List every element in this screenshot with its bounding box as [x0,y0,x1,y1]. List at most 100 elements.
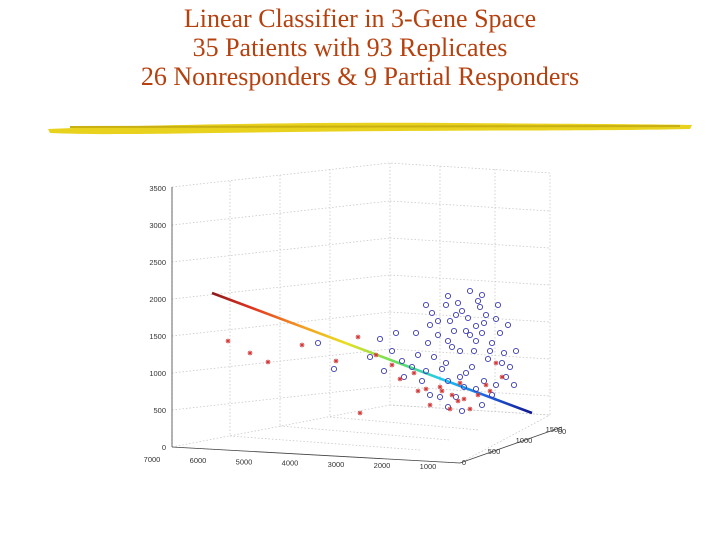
scatter-point-asterisk [457,380,463,386]
title-line-2: 35 Patients with 93 Replicates [192,33,508,62]
scatter-point-asterisk [225,338,231,344]
scatter-3d-plot: 0 500 1000 1500 2000 2500 3000 3500 7000 6000 5000… [144,162,566,471]
scatter-point-circle [488,339,496,347]
z-tick-label: 1500 [149,332,166,341]
scatter-point-circle [422,367,430,375]
z-tick-label: 3000 [149,221,166,230]
scatter-point-circle [464,314,472,322]
scatter-point-asterisk [397,376,403,382]
scatter-point-circle [478,329,486,337]
title-line-1: Linear Classifier in 3-Gene Space [183,4,537,33]
scatter-point-circle [456,373,464,381]
y-tick-label: 1000 [516,436,533,445]
y-tick-label: 0 [462,458,466,467]
scatter-point-asterisk [475,392,481,398]
scatter-point-asterisk [439,388,445,394]
title-underline-brush [48,122,692,135]
scatter-point-circle [392,329,400,337]
scatter-point-circle [472,337,480,345]
scatter-point-circle [454,299,462,307]
scatter-point-circle [412,329,420,337]
scatter-point-asterisk [449,392,455,398]
scatter-point-circle [398,357,406,365]
scatter-point-circle [376,335,384,343]
scatter-point-asterisk [447,406,453,412]
scatter-point-circle [498,359,506,367]
scatter-point-circle [426,321,434,329]
scatter-point-circle [450,327,458,335]
scatter-point-circle [314,339,322,347]
scatter-point-asterisk [355,334,361,340]
scatter-point-asterisk [415,388,421,394]
scatter-point-circle [456,347,464,355]
scatter-point-circle [492,381,500,389]
scatter-point-circle [466,331,474,339]
scatter-point-asterisk [461,396,467,402]
x-tick-label: 1000 [420,462,437,471]
z-tick-label: 3500 [149,184,166,193]
scatter-point-asterisk [487,388,493,394]
scatter-point-circle [466,287,474,295]
scatter-point-circle [458,407,466,415]
scatter-point-circle [484,355,492,363]
scatter-point-circle [492,315,500,323]
scatter-point-circle [510,381,518,389]
scatter-point-circle [330,365,338,373]
x-tick-label: 6000 [190,456,207,465]
scatter-point-asterisk [467,406,473,412]
scatter-point-circle [458,307,466,315]
scatter-point-circle [444,292,452,300]
plot-grid [171,162,551,464]
scatter-point-circle [380,367,388,375]
scatter-point-circle [462,369,470,377]
scatter-point-circle [468,363,476,371]
scatter-point-circle [506,363,514,371]
scatter-point-circle [444,337,452,345]
scatter-point-circle [494,301,502,309]
x-tick-label: 7000 [144,455,161,464]
scatter-point-asterisk [483,382,489,388]
slide-title: Linear Classifier in 3-Gene Space 35 Pat… [0,4,720,91]
scatter-point-circle [426,391,434,399]
scatter-point-asterisk [357,410,363,416]
scatter-point-circle [424,339,432,347]
z-tick-label: 2000 [149,295,166,304]
x-tick-label: 4000 [282,459,299,468]
scatter-point-circle [442,301,450,309]
scatter-point-circle [448,343,456,351]
scatter-point-circle [476,303,484,311]
z-tick-label: 2500 [149,258,166,267]
scatter-point-circle [460,383,468,391]
scatter-point-circle [366,353,374,361]
scatter-point-circle [418,377,426,385]
scatter-point-circle [512,347,520,355]
y-tick-label-partial: 00 [558,427,566,436]
scatter-point-circle [478,291,486,299]
x-tick-label: 5000 [236,457,253,466]
scatter-point-circle [470,347,478,355]
scatter-point-circle [442,359,450,367]
scatter-point-asterisk [427,402,433,408]
scatter-point-asterisk [493,360,499,366]
scatter-point-circle [422,301,430,309]
scatter-point-asterisk [389,362,395,368]
scatter-point-asterisk [373,352,379,358]
x-tick-label: 2000 [374,461,391,470]
scatter-point-circle [472,385,480,393]
scatter-point-circle [436,393,444,401]
scatter-point-asterisk [437,384,443,390]
scatter-point-circle [446,317,454,325]
z-tick-label: 1000 [149,369,166,378]
scatter-point-circle [444,377,452,385]
scatter-point-asterisk [455,398,461,404]
scatter-point-circle [482,311,490,319]
z-tick-label: 500 [153,406,166,415]
scatter-point-circle [414,351,422,359]
scatter-point-asterisk [333,358,339,364]
plot-axes [171,187,563,464]
scatter-point-circle [444,403,452,411]
scatter-point-circle [428,309,436,317]
scatter-point-circle [472,322,480,330]
scatter-point-circle [438,365,446,373]
scatter-point-asterisk [299,342,305,348]
